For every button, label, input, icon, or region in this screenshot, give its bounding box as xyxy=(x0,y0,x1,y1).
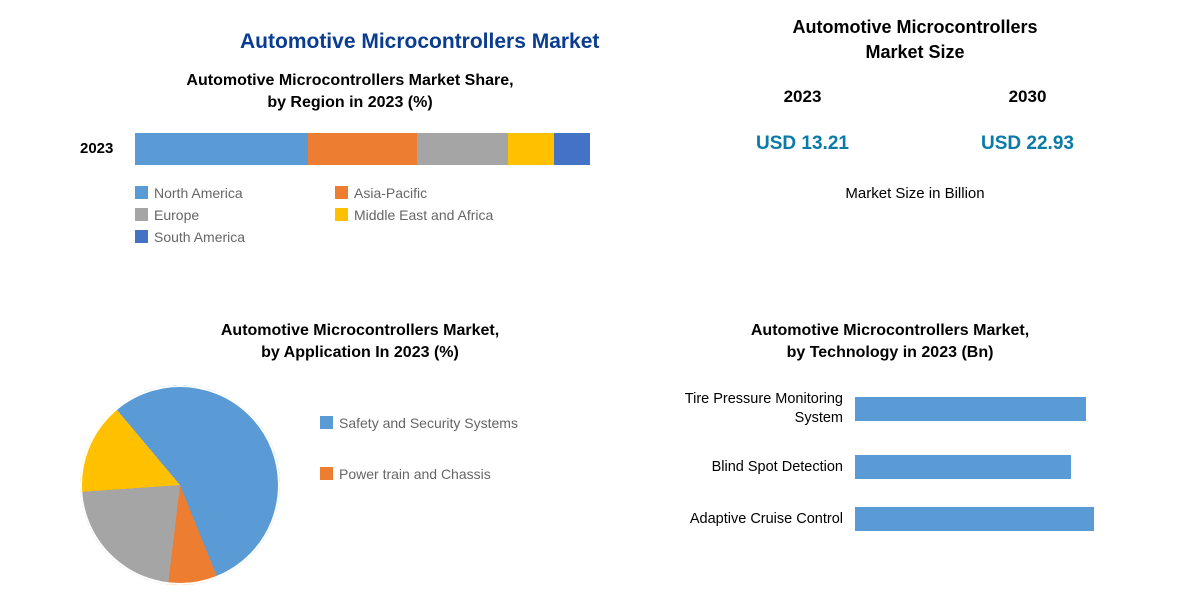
bar-seg-sa xyxy=(554,133,590,165)
legend-swatch-ap xyxy=(335,186,348,199)
app-legend-label-0: Safety and Security Systems xyxy=(339,415,518,431)
tech-bar-area-0 xyxy=(855,397,1125,421)
tech-label-0-l1: Tire Pressure Monitoring xyxy=(685,391,843,407)
page-title: Automotive Microcontrollers Market xyxy=(240,30,599,54)
application-pie xyxy=(80,385,280,585)
size-value-b: USD 22.93 xyxy=(981,133,1074,155)
size-value-a: USD 13.21 xyxy=(756,133,849,155)
app-legend-label-1: Power train and Chassis xyxy=(339,466,491,482)
tech-title-line2: by Technology in 2023 (Bn) xyxy=(787,344,994,361)
region-chart-title: Automotive Microcontrollers Market Share… xyxy=(80,70,620,115)
tech-bar-area-1 xyxy=(855,455,1125,479)
pie-wrap xyxy=(80,385,280,585)
size-year-a: 2023 xyxy=(784,87,822,107)
legend-swatch-eu xyxy=(135,208,148,221)
legend-label-sa: South America xyxy=(154,229,245,245)
size-values-row: USD 13.21 USD 22.93 xyxy=(690,133,1140,155)
size-title-line1: Automotive Microcontrollers xyxy=(792,17,1037,37)
app-legend: Safety and Security Systems Power train … xyxy=(320,385,518,585)
bar-seg-ap xyxy=(308,133,417,165)
bar-seg-na xyxy=(135,133,308,165)
region-title-line1: Automotive Microcontrollers Market Share… xyxy=(186,72,513,89)
tech-bar-2 xyxy=(855,507,1094,531)
application-chart: Automotive Microcontrollers Market, by A… xyxy=(80,320,640,585)
app-chart-body: Safety and Security Systems Power train … xyxy=(80,385,640,585)
technology-chart: Automotive Microcontrollers Market, by T… xyxy=(640,320,1140,559)
tech-chart-title: Automotive Microcontrollers Market, by T… xyxy=(640,320,1140,365)
legend-label-na: North America xyxy=(154,185,243,201)
legend-item-eu: Europe xyxy=(135,207,305,223)
legend-item-mea: Middle East and Africa xyxy=(335,207,505,223)
legend-swatch-sa xyxy=(135,230,148,243)
legend-item-ap: Asia-Pacific xyxy=(335,185,505,201)
legend-item-sa: South America xyxy=(135,229,305,245)
tech-bar-area-2 xyxy=(855,507,1125,531)
legend-item-na: North America xyxy=(135,185,305,201)
legend-label-mea: Middle East and Africa xyxy=(354,207,493,223)
tech-label-0-l2: System xyxy=(795,410,843,426)
tech-row-0: Tire Pressure Monitoring System xyxy=(640,390,1140,428)
region-share-chart: Automotive Microcontrollers Market Share… xyxy=(80,70,620,245)
legend-swatch-mea xyxy=(335,208,348,221)
legend-swatch-na xyxy=(135,186,148,199)
tech-row-1: Blind Spot Detection xyxy=(640,455,1140,479)
tech-label-0: Tire Pressure Monitoring System xyxy=(640,390,855,428)
size-title-line2: Market Size xyxy=(865,42,964,62)
size-year-b: 2030 xyxy=(1009,87,1047,107)
region-title-line2: by Region in 2023 (%) xyxy=(267,94,432,111)
tech-bar-1 xyxy=(855,455,1071,479)
bar-seg-mea xyxy=(508,133,554,165)
tech-label-1: Blind Spot Detection xyxy=(640,458,855,477)
tech-row-2: Adaptive Cruise Control xyxy=(640,507,1140,531)
tech-bar-0 xyxy=(855,397,1086,421)
size-title: Automotive Microcontrollers Market Size xyxy=(690,15,1140,65)
app-legend-item-0: Safety and Security Systems xyxy=(320,415,518,431)
size-years-row: 2023 2030 xyxy=(690,87,1140,107)
region-stacked-bar xyxy=(135,133,590,165)
app-title-line1: Automotive Microcontrollers Market, xyxy=(221,322,499,339)
legend-label-eu: Europe xyxy=(154,207,199,223)
region-bar-row: 2023 xyxy=(80,133,620,165)
app-legend-item-1: Power train and Chassis xyxy=(320,466,518,482)
app-chart-title: Automotive Microcontrollers Market, by A… xyxy=(80,320,640,365)
tech-label-2: Adaptive Cruise Control xyxy=(640,510,855,529)
tech-title-line1: Automotive Microcontrollers Market, xyxy=(751,322,1029,339)
market-size-panel: Automotive Microcontrollers Market Size … xyxy=(690,15,1140,202)
app-title-line2: by Application In 2023 (%) xyxy=(261,344,459,361)
bar-seg-eu xyxy=(417,133,508,165)
size-note: Market Size in Billion xyxy=(690,185,1140,202)
legend-label-ap: Asia-Pacific xyxy=(354,185,427,201)
tech-label-1-l1: Blind Spot Detection xyxy=(712,459,843,475)
region-legend: North America Asia-Pacific Europe Middle… xyxy=(135,185,620,245)
tech-label-2-l1: Adaptive Cruise Control xyxy=(690,511,843,527)
region-year-label: 2023 xyxy=(80,140,135,157)
app-legend-swatch-1 xyxy=(320,467,333,480)
app-legend-swatch-0 xyxy=(320,416,333,429)
